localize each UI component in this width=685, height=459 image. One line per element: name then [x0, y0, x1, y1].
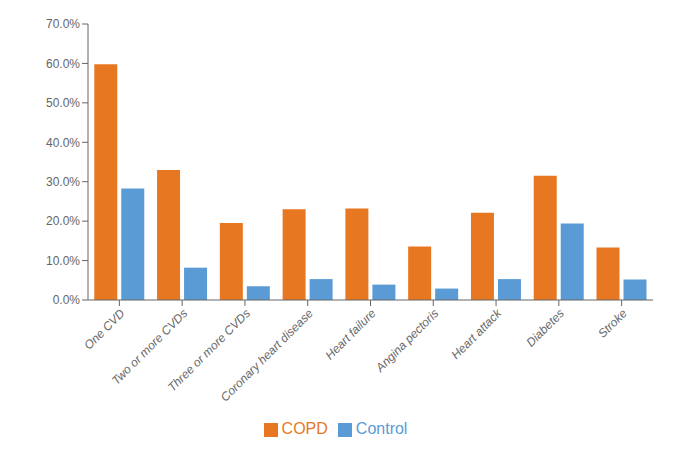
svg-text:Three or more CVDs: Three or more CVDs: [164, 306, 254, 395]
svg-text:40.0%: 40.0%: [46, 136, 80, 150]
svg-text:Heart failure: Heart failure: [323, 306, 379, 362]
svg-text:20.0%: 20.0%: [46, 214, 80, 228]
svg-text:70.0%: 70.0%: [46, 17, 80, 31]
svg-text:10.0%: 10.0%: [46, 254, 80, 268]
svg-text:Stroke: Stroke: [595, 306, 630, 341]
svg-text:Heart attack: Heart attack: [449, 306, 505, 362]
svg-text:Two or more CVDs: Two or more CVDs: [108, 306, 191, 388]
svg-text:50.0%: 50.0%: [46, 96, 80, 110]
svg-text:One CVD: One CVD: [81, 306, 127, 352]
svg-text:60.0%: 60.0%: [46, 57, 80, 71]
svg-text:Coronary heart disease: Coronary heart disease: [218, 306, 316, 404]
svg-text:0.0%: 0.0%: [53, 293, 81, 307]
svg-text:30.0%: 30.0%: [46, 175, 80, 189]
svg-text:Diabetes: Diabetes: [524, 306, 567, 349]
svg-text:Angina pectoris: Angina pectoris: [372, 306, 441, 375]
html-text:COPD: COPD: [281, 420, 328, 437]
html-text:Control: Control: [355, 420, 408, 437]
